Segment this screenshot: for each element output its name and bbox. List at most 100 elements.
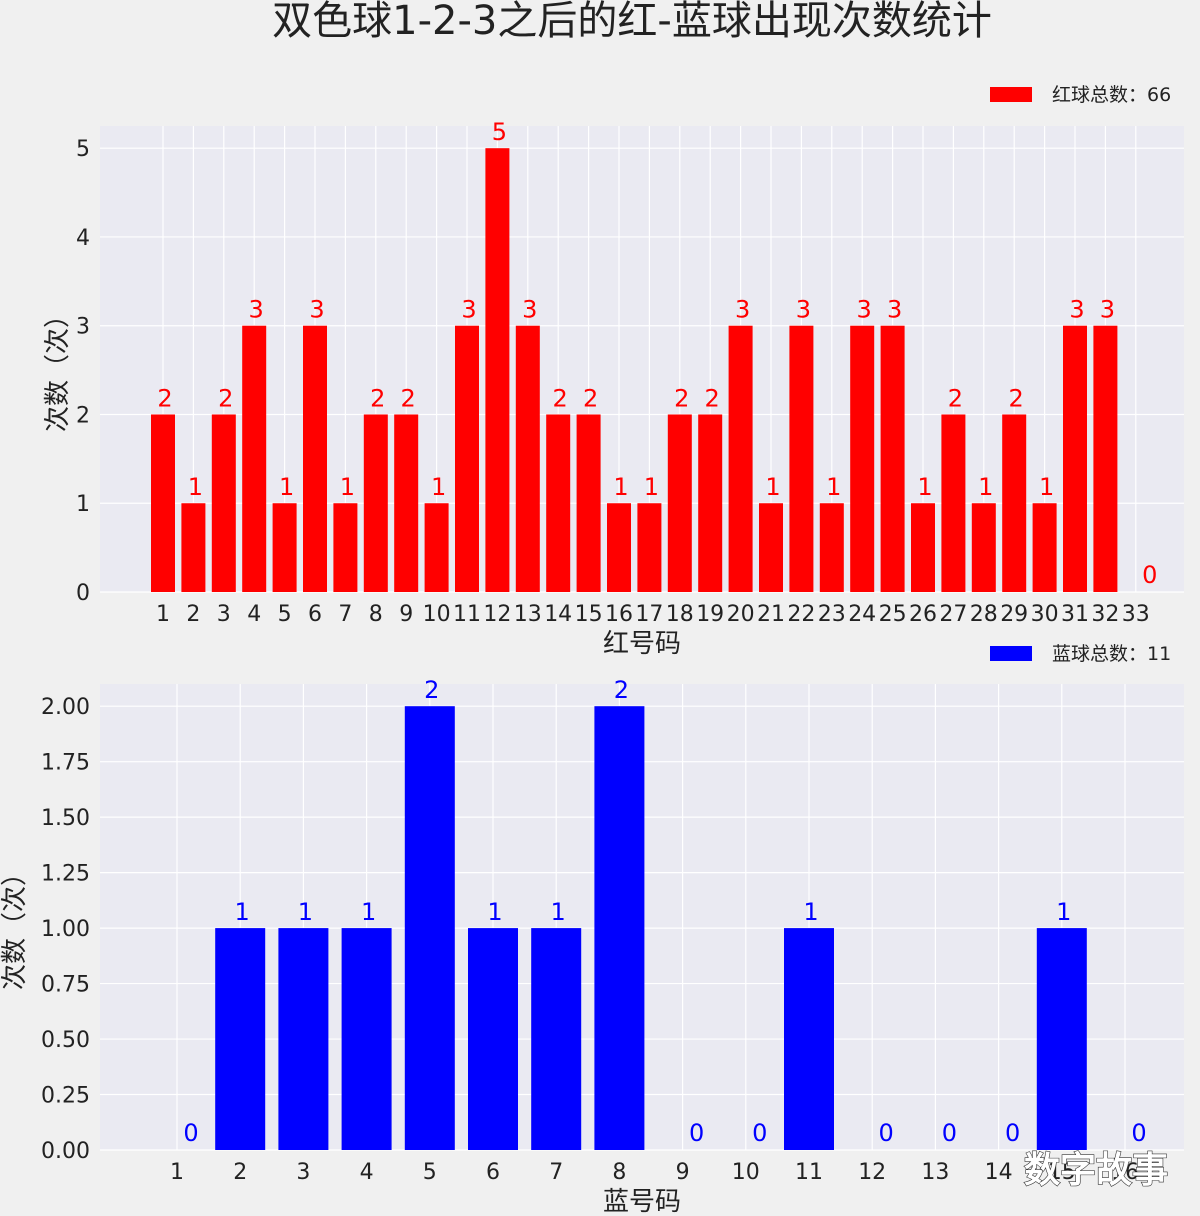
blue-y-tick-label: 0.25 [41, 1084, 90, 1109]
red-bar-11 [455, 325, 479, 592]
blue-bar-11 [784, 928, 834, 1150]
blue-x-tick-label: 8 [612, 1160, 626, 1185]
red-y-tick-label: 1 [76, 492, 90, 517]
blue-y-tick-label: 0.50 [41, 1028, 90, 1053]
red-x-tick-label: 18 [666, 602, 694, 627]
red-bar-23 [819, 503, 844, 592]
blue-value-label-9: 0 [689, 1119, 704, 1147]
red-x-tick-label: 7 [338, 602, 352, 627]
red-value-label-18: 2 [674, 384, 689, 412]
red-bar-22 [789, 325, 814, 592]
red-value-label-27: 2 [948, 384, 963, 412]
red-bar-9 [394, 414, 419, 592]
red-value-label-13: 3 [522, 296, 537, 324]
blue-bar-4 [341, 928, 392, 1150]
red-x-tick-label: 6 [308, 602, 322, 627]
red-bar-10 [424, 503, 449, 592]
red-value-label-31: 3 [1069, 296, 1084, 324]
red-x-tick-label: 1 [156, 602, 170, 627]
blue-value-label-8: 2 [614, 676, 629, 704]
red-value-label-2: 1 [188, 473, 203, 501]
red-x-tick-label: 22 [787, 602, 815, 627]
blue-x-tick-label: 14 [985, 1160, 1013, 1185]
red-bar-26 [911, 503, 935, 592]
red-bar-14 [546, 414, 571, 592]
red-value-label-16: 1 [613, 473, 628, 501]
red-x-tick-label: 23 [818, 602, 846, 627]
red-x-tick-label: 27 [939, 602, 967, 627]
red-value-label-19: 2 [705, 384, 720, 412]
red-x-tick-label: 31 [1061, 602, 1089, 627]
blue-value-label-1: 0 [183, 1119, 198, 1147]
blue-legend-label: 蓝球总数：11 [1052, 643, 1171, 665]
blue-value-label-4: 1 [361, 898, 376, 926]
blue-value-label-13: 0 [942, 1119, 957, 1147]
blue-bar-6 [468, 928, 518, 1150]
red-value-label-10: 1 [431, 473, 446, 501]
red-y-tick-label: 4 [76, 226, 90, 251]
blue-bar-8 [594, 706, 645, 1150]
red-x-tick-label: 29 [1000, 602, 1028, 627]
blue-x-tick-label: 11 [795, 1160, 823, 1185]
red-bar-12 [485, 148, 510, 592]
red-y-tick-label: 2 [76, 403, 90, 428]
blue-y-tick-label: 2.00 [41, 695, 90, 720]
red-value-label-4: 3 [249, 296, 264, 324]
blue-ball-chart: 0.000.250.500.751.001.251.501.752.000112… [0, 643, 1184, 1216]
blue-y-tick-label: 0.75 [41, 973, 90, 998]
red-x-tick-label: 15 [575, 602, 603, 627]
blue-bar-3 [278, 928, 329, 1150]
blue-value-label-10: 0 [752, 1119, 767, 1147]
red-value-label-5: 1 [279, 473, 294, 501]
watermark: 数字故事 [1024, 1150, 1168, 1191]
blue-x-tick-label: 12 [858, 1160, 886, 1185]
red-bar-15 [576, 414, 601, 592]
red-legend-swatch [990, 87, 1032, 102]
red-bar-27 [941, 414, 966, 592]
red-value-label-23: 1 [826, 473, 841, 501]
red-x-tick-label: 5 [278, 602, 292, 627]
red-x-tick-label: 21 [757, 602, 785, 627]
red-bar-6 [303, 325, 327, 592]
red-x-tick-label: 2 [186, 602, 200, 627]
red-value-label-32: 3 [1100, 296, 1115, 324]
red-x-tick-label: 13 [514, 602, 542, 627]
red-x-tick-label: 3 [217, 602, 231, 627]
red-bar-4 [242, 325, 267, 592]
red-x-tick-label: 4 [247, 602, 261, 627]
red-bar-31 [1063, 325, 1087, 592]
red-value-label-14: 2 [553, 384, 568, 412]
red-value-label-20: 3 [735, 296, 750, 324]
blue-x-tick-label: 9 [676, 1160, 690, 1185]
blue-value-label-3: 1 [298, 898, 313, 926]
blue-value-label-12: 0 [879, 1119, 894, 1147]
red-x-tick-label: 26 [909, 602, 937, 627]
red-value-label-6: 3 [309, 296, 324, 324]
blue-y-tick-label: 1.00 [41, 917, 90, 942]
red-value-label-29: 2 [1009, 384, 1024, 412]
red-bar-21 [759, 503, 783, 592]
blue-bar-7 [531, 928, 582, 1150]
blue-value-label-2: 1 [235, 898, 250, 926]
blue-x-tick-label: 15 [1048, 1160, 1076, 1185]
red-y-tick-label: 3 [76, 315, 90, 340]
red-x-tick-label: 11 [453, 602, 481, 627]
red-x-tick-label: 9 [399, 602, 413, 627]
red-value-label-22: 3 [796, 296, 811, 324]
blue-value-label-11: 1 [803, 898, 818, 926]
blue-value-label-5: 2 [424, 676, 439, 704]
red-value-label-3: 2 [218, 384, 233, 412]
blue-value-label-15: 1 [1056, 898, 1071, 926]
red-y-tick-label: 0 [76, 581, 90, 606]
red-bar-32 [1093, 325, 1118, 592]
blue-bar-2 [215, 928, 266, 1150]
red-bar-24 [850, 325, 875, 592]
red-bar-28 [971, 503, 996, 592]
blue-value-label-16: 0 [1131, 1119, 1146, 1147]
red-value-label-26: 1 [917, 473, 932, 501]
blue-bar-5 [404, 706, 455, 1150]
red-value-label-28: 1 [978, 473, 993, 501]
red-x-tick-label: 17 [635, 602, 663, 627]
